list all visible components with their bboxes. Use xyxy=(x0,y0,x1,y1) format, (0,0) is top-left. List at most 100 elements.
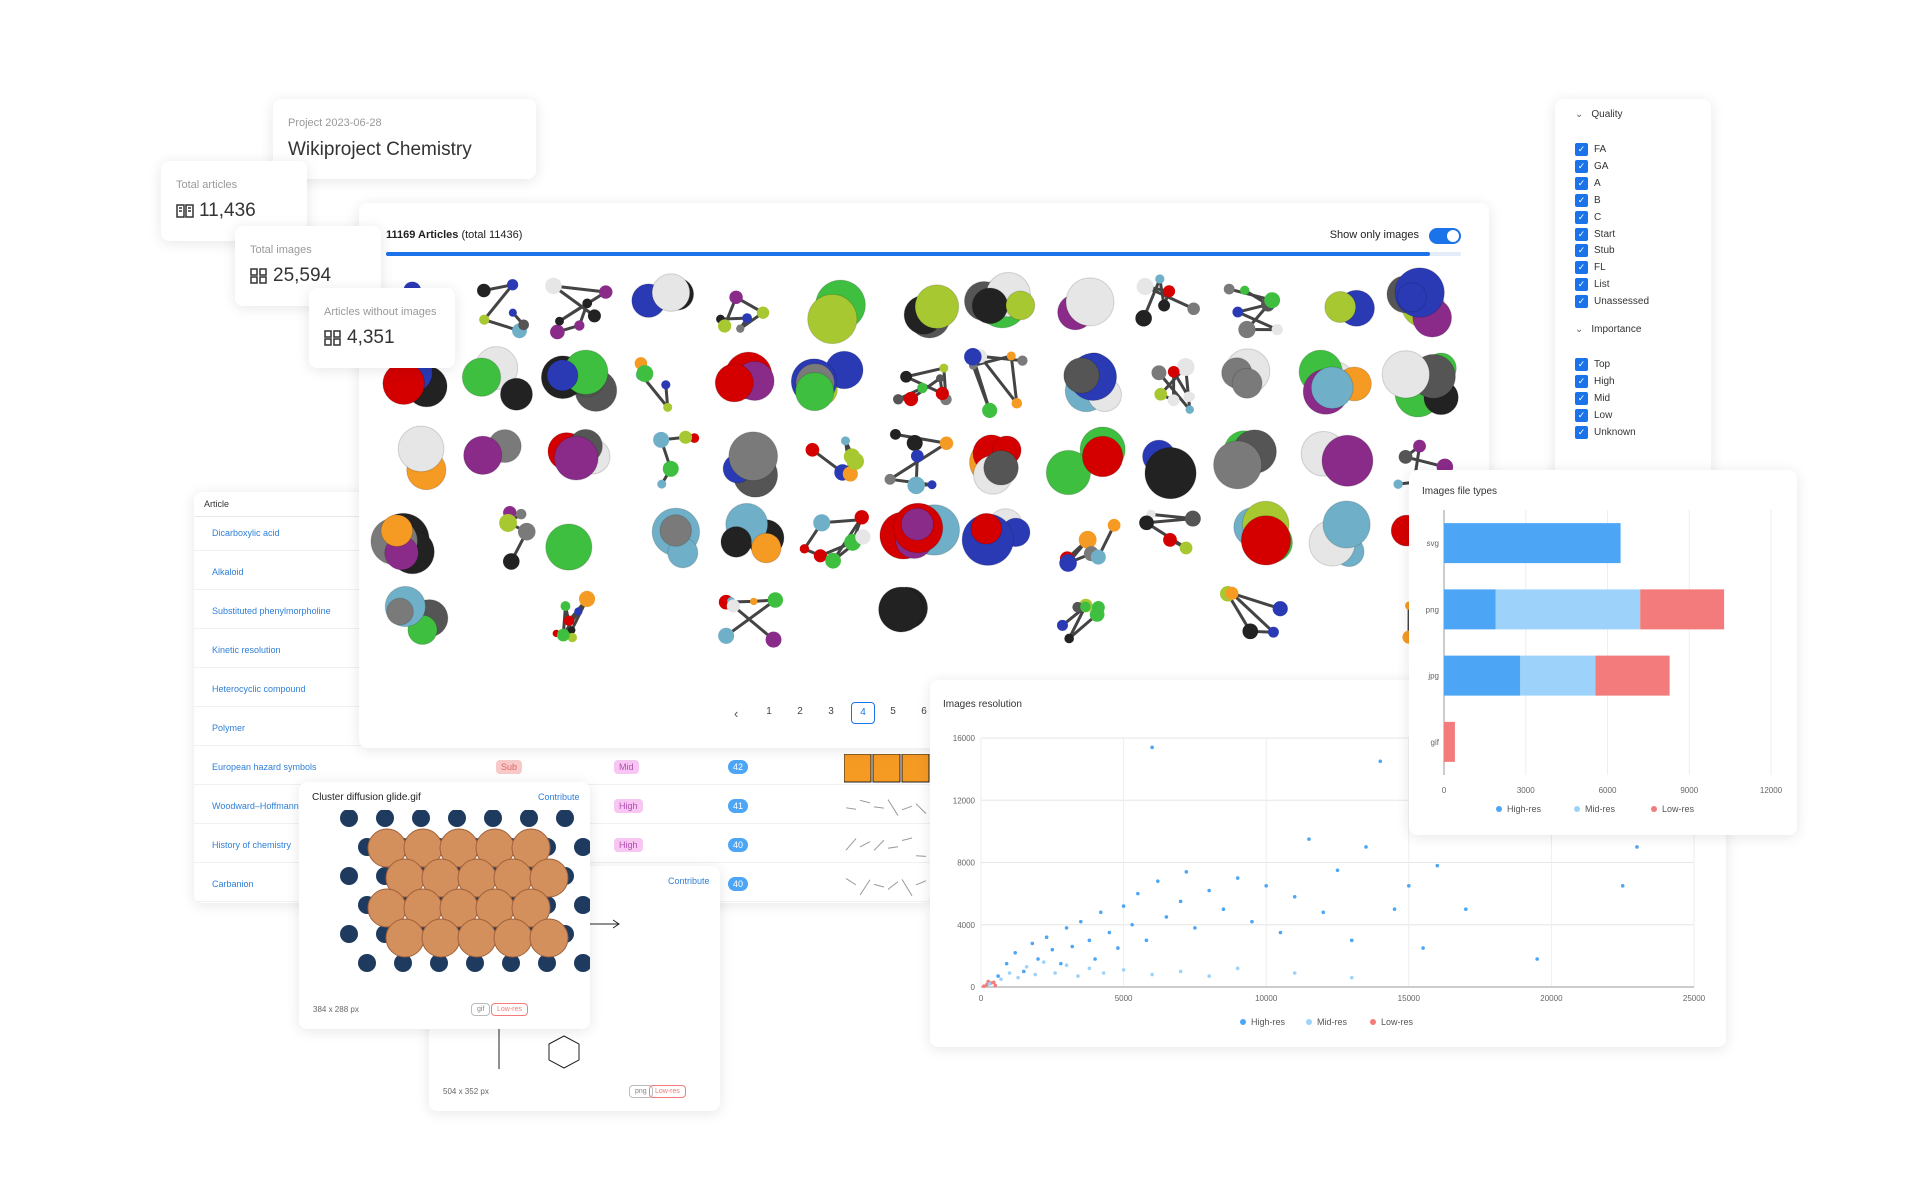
article-link[interactable]: Woodward–Hoffmann r xyxy=(212,801,305,811)
atom xyxy=(550,324,565,340)
sketch xyxy=(901,805,913,811)
filter-option[interactable]: ✓ A xyxy=(1575,176,1601,190)
checkbox[interactable]: ✓ xyxy=(1575,143,1588,156)
article-link[interactable]: Polymer xyxy=(212,723,246,733)
thumbnail xyxy=(844,793,930,823)
filter-option[interactable]: ✓ FA xyxy=(1575,143,1606,156)
scatter-point xyxy=(1076,974,1080,978)
filter-option[interactable]: ✓ High xyxy=(1575,374,1615,388)
checkbox[interactable]: ✓ xyxy=(1575,358,1588,371)
atom xyxy=(1006,351,1016,361)
article-link[interactable]: European hazard symbols xyxy=(212,762,317,772)
x-tick-label: 3000 xyxy=(1517,786,1535,795)
legend-swatch xyxy=(1496,806,1502,812)
filter-option[interactable]: ✓ Start xyxy=(1575,227,1615,241)
filter-option[interactable]: ✓ Top xyxy=(1575,358,1610,371)
filter-option[interactable]: ✓ FL xyxy=(1575,261,1606,275)
atom xyxy=(484,810,502,827)
article-link[interactable]: Substituted phenylmorpholine xyxy=(212,606,331,616)
article-link[interactable]: History of chemistry xyxy=(212,840,292,850)
checkbox[interactable]: ✓ xyxy=(1575,408,1588,422)
atom xyxy=(545,277,562,295)
filter-option[interactable]: ✓ List xyxy=(1575,278,1610,292)
legend-label: High-res xyxy=(1251,1017,1286,1027)
checkbox[interactable]: ✓ xyxy=(1575,295,1588,309)
atom xyxy=(448,810,466,827)
atom xyxy=(662,460,679,477)
page-button[interactable]: 1 xyxy=(766,706,772,717)
article-link[interactable]: Kinetic resolution xyxy=(212,645,281,655)
atom xyxy=(502,954,520,972)
pagination-prev[interactable]: ‹ xyxy=(734,706,739,721)
checkbox[interactable]: ✓ xyxy=(1575,374,1588,388)
atom xyxy=(813,549,827,563)
article-link[interactable]: Alkaloid xyxy=(212,567,244,577)
article-link[interactable]: Carbanion xyxy=(212,879,254,889)
checkbox[interactable]: ✓ xyxy=(1575,391,1588,405)
page-button[interactable]: 3 xyxy=(828,706,834,717)
atom xyxy=(1396,282,1428,313)
checkbox[interactable]: ✓ xyxy=(1575,159,1588,173)
filter-option[interactable]: ✓ C xyxy=(1575,210,1601,224)
scatter-point xyxy=(1435,863,1440,868)
legend-label: High-res xyxy=(1507,804,1542,814)
grid-icon xyxy=(333,330,341,338)
page-button[interactable]: 2 xyxy=(797,706,803,717)
atom xyxy=(1272,601,1288,617)
checkbox[interactable]: ✓ xyxy=(1575,210,1588,224)
filter-option[interactable]: ✓ Unknown xyxy=(1575,425,1636,439)
atom xyxy=(1381,350,1430,399)
grid-icon xyxy=(259,268,267,276)
thumbnail xyxy=(844,871,930,901)
legend-swatch xyxy=(1306,1019,1312,1025)
checkbox[interactable]: ✓ xyxy=(1575,244,1588,258)
bar-segment xyxy=(1595,655,1670,696)
toggle-switch[interactable] xyxy=(1429,228,1461,244)
atom xyxy=(843,448,861,465)
x-tick-label: 6000 xyxy=(1599,786,1617,795)
filter-option[interactable]: ✓ Stub xyxy=(1575,244,1615,258)
contribute-link[interactable]: Contribute xyxy=(538,792,580,802)
chart-title: Images file types xyxy=(1422,486,1497,497)
checkbox[interactable]: ✓ xyxy=(1575,193,1588,207)
filter-option[interactable]: ✓ GA xyxy=(1575,159,1608,173)
filter-heading[interactable]: ⌄ Importance xyxy=(1575,324,1641,335)
checkbox[interactable]: ✓ xyxy=(1575,176,1588,190)
atom xyxy=(560,601,571,612)
bond xyxy=(972,354,1012,368)
checkbox[interactable]: ✓ xyxy=(1575,261,1588,275)
filter-option[interactable]: ✓ Low xyxy=(1575,408,1612,422)
scatter-point xyxy=(1392,907,1397,911)
scatter-point xyxy=(1087,966,1092,971)
stat-icon xyxy=(324,330,342,346)
atom xyxy=(1017,355,1028,366)
copper-atom xyxy=(511,828,551,868)
page-button[interactable]: 5 xyxy=(890,706,896,717)
atom xyxy=(1398,450,1413,464)
atom xyxy=(813,514,831,532)
sketch xyxy=(859,799,871,804)
filter-option[interactable]: ✓ B xyxy=(1575,193,1601,207)
atom xyxy=(717,319,732,333)
checkbox[interactable]: ✓ xyxy=(1575,278,1588,292)
sketch xyxy=(859,841,871,848)
scatter-point xyxy=(992,980,996,985)
x-tick-label: 25000 xyxy=(1683,994,1706,1003)
checkbox[interactable]: ✓ xyxy=(1575,425,1588,439)
sketch xyxy=(873,839,885,851)
filter-heading[interactable]: ⌄ Quality xyxy=(1575,109,1623,120)
stat-label: Total articles xyxy=(176,179,238,191)
filter-option[interactable]: ✓ Unassessed xyxy=(1575,295,1649,309)
checkbox[interactable]: ✓ xyxy=(1575,227,1588,241)
atom xyxy=(518,319,529,331)
article-link[interactable]: Dicarboxylic acid xyxy=(212,528,280,538)
filter-option[interactable]: ✓ Mid xyxy=(1575,391,1610,405)
page-button[interactable]: 4 xyxy=(851,702,875,724)
article-link[interactable]: Heterocyclic compound xyxy=(212,684,306,694)
molecule-image xyxy=(1057,277,1115,331)
stat-card: Total images 25,594 xyxy=(235,226,381,306)
page-button[interactable]: 6 xyxy=(921,706,927,717)
contribute-link[interactable]: Contribute xyxy=(668,876,710,886)
bond xyxy=(732,604,775,641)
canvas xyxy=(340,810,590,972)
